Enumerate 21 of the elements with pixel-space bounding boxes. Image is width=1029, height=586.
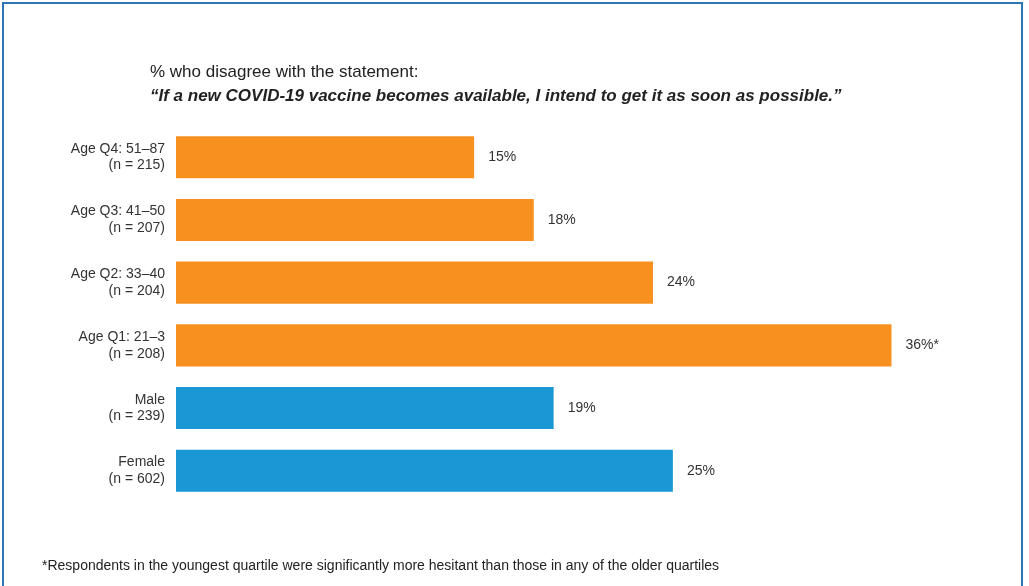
bar <box>176 198 534 241</box>
y-tick-label: Age Q4: 51–87 (n = 215) <box>70 139 166 173</box>
text: *Respondents in the youngest quartile were significantly more hesitant than those in any of the older quartiles <box>42 557 720 573</box>
chart-subtitle: “If a new COVID-19 vaccine becomes available, I intend to get it as soon as possible.” <box>150 86 842 106</box>
y-tick-label: Age Q1: 21–3 (n = 208) <box>78 327 166 361</box>
bar <box>176 449 673 492</box>
data-label: 24% <box>667 273 696 290</box>
y-tick-label: Male (n = 239) <box>108 390 166 424</box>
bar <box>176 136 475 179</box>
y-tick-label: Female (n = 602) <box>108 453 166 487</box>
data-label: 18% <box>547 210 576 227</box>
data-label: 36%* <box>905 336 940 353</box>
data-label: 25% <box>686 461 715 478</box>
y-tick-label: Age Q2: 33–40 (n = 204) <box>70 265 166 298</box>
data-label: 15% <box>488 148 517 165</box>
bar <box>176 261 653 304</box>
chart-title: % who disagree with the statement: <box>150 62 419 82</box>
data-label: 19% <box>567 398 596 415</box>
bar <box>176 387 554 430</box>
y-tick-label: Age Q3: 41–50 (n = 207) <box>70 202 166 236</box>
bar <box>176 324 892 367</box>
